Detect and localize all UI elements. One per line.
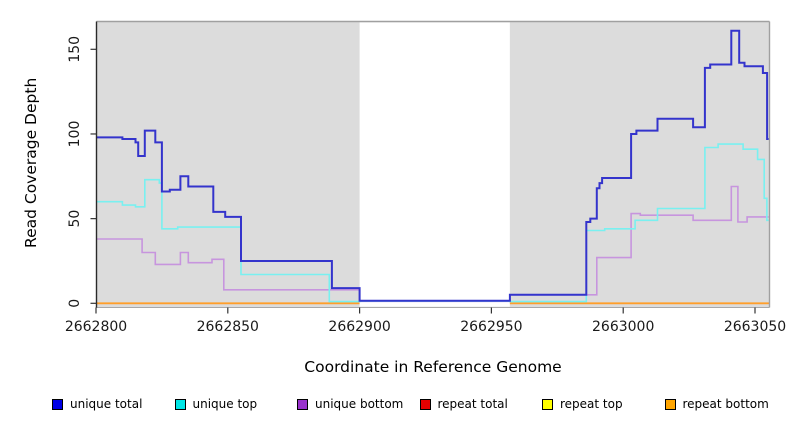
legend-swatch-unique-top	[174, 398, 186, 410]
plot-spines	[95, 20, 771, 308]
legend-swatch-unique-bottom	[297, 398, 308, 410]
legend-item-unique-top: unique top	[174, 397, 298, 411]
x-tick-label: 2662850	[197, 319, 259, 335]
legend-label: unique bottom	[315, 397, 404, 411]
y-tick-label: 0	[67, 299, 83, 308]
gap-region-layer	[359, 22, 510, 307]
x-tick-label: 2662950	[460, 319, 522, 335]
x-tick-label: 2663050	[724, 319, 786, 335]
x-tick-label: 2662800	[65, 319, 127, 335]
legend-item-unique-bottom: unique bottom	[297, 397, 420, 411]
plot-canvas: 2662800 2662850 2662900 2662950 2663000 26630…	[65, 20, 786, 335]
y-axis-title: Read Coverage Depth	[22, 77, 40, 249]
series-line-unique-total	[96, 29, 769, 302]
legend-label: repeat bottom	[682, 397, 769, 411]
y-tick-label: 150	[67, 36, 83, 63]
y-tick-label: 50	[67, 210, 83, 228]
x-axis-title: Coordinate in Reference Genome	[304, 358, 562, 376]
legend-swatch-repeat-top	[542, 398, 553, 410]
legend-swatch-unique-total	[52, 398, 63, 410]
gap-region-rect	[359, 22, 510, 307]
axis-tick-labels: 2662800 2662850 2662900 2662950 2663000 26630…	[65, 36, 786, 335]
legend: unique total unique top unique bottom repea…	[52, 397, 790, 411]
legend-item-unique-total: unique total	[52, 397, 175, 411]
legend-item-repeat-top: repeat top	[542, 397, 665, 411]
y-tick-label: 100	[67, 121, 83, 148]
legend-label: repeat top	[560, 397, 623, 411]
legend-label: unique top	[192, 397, 258, 411]
legend-item-repeat-total: repeat total	[419, 397, 543, 411]
legend-swatch-repeat-total	[419, 398, 431, 410]
series-line-unique-top	[96, 143, 769, 303]
legend-label: unique total	[70, 397, 143, 411]
x-tick-label: 2662900	[328, 319, 390, 335]
legend-swatch-repeat-bottom	[664, 398, 676, 410]
unique-series-layer	[96, 29, 769, 303]
axis-ticks	[90, 48, 756, 314]
legend-item-repeat-bottom: repeat bottom	[664, 397, 791, 411]
legend-label: repeat total	[437, 397, 508, 411]
x-tick-label: 2663000	[592, 319, 654, 335]
